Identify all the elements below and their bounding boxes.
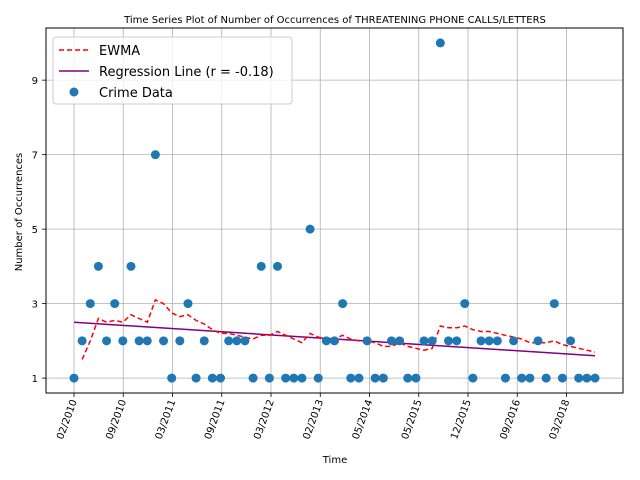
crime-data-point (574, 373, 584, 383)
x-tick-label: 03/2018 (548, 398, 573, 441)
x-tick-label: 09/2010 (105, 398, 130, 441)
crime-data-point (427, 336, 437, 346)
y-tick-label: 1 (32, 374, 38, 385)
x-tick-label: 03/2012 (252, 398, 277, 441)
crime-data-point (582, 373, 592, 383)
legend-points-label: Crime Data (99, 86, 173, 101)
x-tick-label: 02/2013 (302, 398, 327, 441)
crime-data-point (549, 299, 559, 309)
crime-data-point (557, 373, 567, 383)
crime-data-point (525, 373, 535, 383)
chart-title: Time Series Plot of Number of Occurrence… (123, 15, 546, 26)
crime-data-point (281, 373, 291, 383)
crime-data-point (403, 373, 413, 383)
crime-data-point (378, 373, 388, 383)
crime-data-point (590, 373, 600, 383)
crime-data-point (484, 336, 494, 346)
plot-frame (45, 27, 624, 394)
crime-data-point (159, 336, 169, 346)
crime-data-point (460, 299, 470, 309)
crime-data-point (321, 336, 331, 346)
crime-data-point (313, 373, 323, 383)
crime-data-point (77, 336, 87, 346)
crime-data-point (386, 336, 396, 346)
crime-data-point (110, 299, 120, 309)
crime-data-point (85, 299, 95, 309)
crime-data-point (183, 299, 193, 309)
crime-data-point (411, 373, 421, 383)
crime-data-point (435, 38, 445, 48)
crime-data-point (102, 336, 112, 346)
crime-data-point (142, 336, 152, 346)
crime-data-point (134, 336, 144, 346)
ewma-line (81, 298, 596, 360)
y-tick-label: 5 (32, 225, 38, 236)
x-tick-label: 05/2014 (351, 398, 376, 441)
crime-data-point (492, 336, 502, 346)
crime-data-point (452, 336, 462, 346)
crime-data-point (175, 336, 185, 346)
crime-data-point (199, 336, 209, 346)
crime-data-point (126, 261, 136, 271)
crime-data-point (566, 336, 576, 346)
crime-data-point (338, 299, 348, 309)
crime-data-point (224, 336, 234, 346)
crime-data-point (207, 373, 217, 383)
crime-data-point (273, 261, 283, 271)
y-tick-label: 3 (32, 300, 38, 311)
crime-data-point (443, 336, 453, 346)
x-tick-label: 02/2010 (55, 398, 80, 441)
crime-data-point (346, 373, 356, 383)
crime-data-point (500, 373, 510, 383)
crime-data-point (330, 336, 339, 346)
crime-data-point (419, 336, 429, 346)
crime-data-point (264, 373, 274, 383)
crime-data-points (69, 38, 600, 383)
crime-data-point (167, 373, 177, 383)
crime-data-point (509, 336, 519, 346)
crime-data-point (256, 261, 266, 271)
x-tick-label: 12/2015 (449, 398, 474, 441)
y-axis-ticks: 1 3 5 7 9 (32, 76, 46, 385)
x-axis-ticks: 02/2010 09/2010 03/2011 09/2011 03/2012 02/20… (55, 393, 572, 441)
crime-data-point (362, 336, 372, 346)
x-axis-label: Time (322, 455, 347, 466)
crime-data-point (354, 373, 364, 383)
crime-data-point (289, 373, 299, 383)
crime-data-point (395, 336, 405, 346)
crime-data-point (150, 150, 160, 160)
crime-data-point (69, 373, 79, 383)
crime-data-point (517, 373, 527, 383)
crime-data-point (297, 373, 307, 383)
legend-box (52, 36, 293, 105)
crime-data-point (93, 261, 103, 271)
crime-data-point (370, 373, 380, 383)
crime-data-point (216, 373, 226, 383)
legend-regression-label: Regression Line (r = -0.18) (99, 65, 274, 80)
y-axis-label: Number of Occurrences (14, 153, 25, 272)
crime-data-point (191, 373, 201, 383)
y-tick-label: 9 (32, 76, 38, 87)
crime-data-point (248, 373, 258, 383)
crime-data-point (232, 336, 242, 346)
crime-data-point (533, 336, 543, 346)
x-tick-label: 05/2015 (400, 398, 425, 441)
crime-data-point (468, 373, 478, 383)
y-tick-label: 7 (32, 151, 38, 162)
legend-ewma-label: EWMA (99, 44, 140, 59)
crime-data-point (541, 373, 551, 383)
crime-data-point (305, 224, 315, 234)
crime-data-point (240, 336, 250, 346)
x-tick-label: 09/2016 (499, 398, 524, 441)
crime-data-point (476, 336, 486, 346)
legend: EWMA Regression Line (r = -0.18) Crime D… (52, 36, 293, 105)
crime-data-point (118, 336, 128, 346)
legend-points-swatch (69, 87, 79, 97)
x-tick-label: 09/2011 (203, 398, 228, 441)
ewma-path (81, 298, 596, 360)
x-tick-label: 03/2011 (154, 398, 179, 441)
